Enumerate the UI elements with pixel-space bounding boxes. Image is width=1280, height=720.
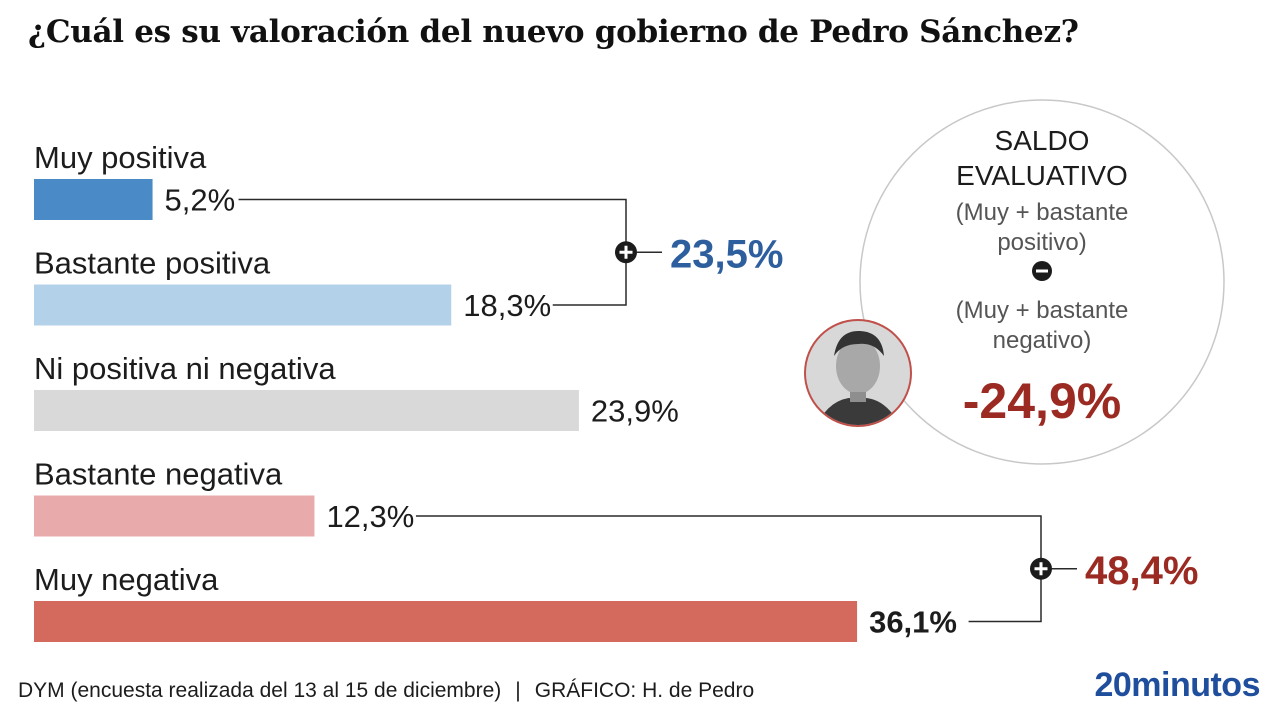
saldo-value: -24,9% [963,373,1121,429]
value-label: 12,3% [326,499,414,534]
bar [34,390,579,431]
saldo-title-line1: SALDO [995,125,1090,156]
value-label: 23,9% [591,394,679,429]
category-label: Muy negativa [34,562,219,597]
value-label: 5,2% [165,183,236,218]
source-text: DYM (encuesta realizada del 13 al 15 de … [18,679,502,702]
group-total-label: 48,4% [1085,549,1198,593]
category-label: Muy positiva [34,140,207,175]
saldo-title-line2: EVALUATIVO [956,160,1128,191]
bars-layer: Muy positiva 5,2% Bastante positiva 18,3% Ni… [34,140,957,642]
credit-text: GRÁFICO: H. de Pedro [534,679,755,702]
group-brackets: 23,5% 48,4% [238,198,1198,623]
category-label: Bastante negativa [34,457,283,492]
plus-icon [1030,557,1052,580]
minus-icon [1032,261,1052,281]
saldo-positive-line1: (Muy + bastante [956,199,1129,226]
saldo-negative-line2: negativo) [993,327,1092,354]
value-label: 18,3% [463,288,551,323]
value-label: 36,1% [869,605,957,640]
footer: DYM (encuesta realizada del 13 al 15 de … [18,679,754,703]
category-label: Ni positiva ni negativa [34,351,336,386]
footer-separator: | [515,679,521,702]
saldo-negative-line1: (Muy + bastante [956,297,1129,324]
brand-logo[interactable]: 20minutos [1094,666,1260,704]
bar [34,601,858,642]
bar [34,495,315,537]
saldo-positive-line2: positivo) [997,229,1086,256]
politician-portrait [804,319,912,427]
chart-title: ¿Cuál es su valoración del nuevo gobiern… [28,14,1079,50]
group-total-label: 23,5% [670,232,783,276]
saldo-evaluativo-circle: SALDO EVALUATIVO (Muy + bastante positiv… [859,99,1225,465]
category-label: Bastante positiva [34,246,271,281]
plus-icon [615,241,637,264]
bar [34,179,153,220]
bar [34,284,452,326]
